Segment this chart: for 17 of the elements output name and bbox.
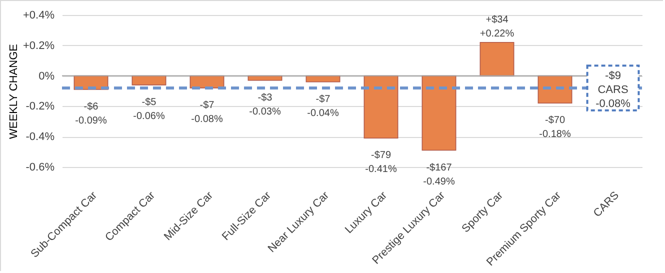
data-label: -$6 -0.09% — [75, 101, 107, 126]
data-label: +$34 +0.22% — [480, 14, 514, 40]
y-tick-label: +0.2% — [23, 40, 55, 52]
y-tick-label: -0.6% — [26, 162, 55, 174]
annotation: -$9 CARS -0.08% — [596, 70, 631, 110]
y-axis-title: WEEKLY CHANGE — [8, 44, 20, 139]
data-label: -$79 -0.41% — [365, 150, 397, 176]
data-label: -$70 -0.18% — [539, 115, 571, 140]
y-tick-label: -0.4% — [26, 131, 55, 144]
y-tick-label: 0% — [38, 70, 55, 82]
data-label: -$7 -0.04% — [307, 94, 339, 119]
y-tick-label: +0.4% — [23, 10, 55, 22]
y-tick-label: -0.2% — [26, 100, 55, 113]
data-label: -$3 -0.03% — [249, 92, 281, 118]
data-label: -$7 -0.08% — [191, 100, 223, 125]
data-label: -$5 -0.06% — [133, 96, 165, 122]
data-label: -$167 -0.49% — [423, 162, 455, 188]
